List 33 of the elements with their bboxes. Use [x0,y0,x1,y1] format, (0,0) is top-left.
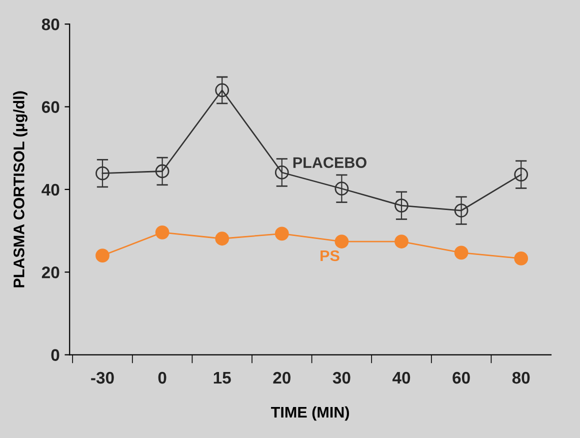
series-label: PS [320,250,340,262]
point [274,226,289,241]
point [215,83,230,98]
y-tick-label: 20 [42,266,60,278]
point [274,166,289,180]
point [215,232,230,246]
x-tick-label: 60 [452,372,470,384]
y-axis-title: PLASMA CORTISOL (μg/dl) [13,91,28,288]
point [334,234,349,248]
x-tick-label: 30 [332,372,350,384]
point [514,168,528,182]
point [155,164,170,178]
point [155,225,170,240]
series-label: PLACEBO [293,157,366,168]
x-tick-label: 0 [158,372,166,384]
x-axis-title: TIME (MIN) [271,406,349,421]
point [96,248,110,263]
point [514,252,528,266]
point [454,246,468,260]
point [334,182,349,196]
y-tick-label: 80 [42,18,60,30]
x-tick-label: -30 [91,372,114,384]
x-tick-label: 40 [392,372,410,384]
point [454,204,468,218]
x-tick-label: 80 [512,372,530,384]
point [394,198,408,212]
y-tick-label: 0 [51,349,60,361]
x-tick-label: 15 [214,372,231,384]
x-tick-label: 20 [273,372,290,384]
point [96,166,110,180]
y-tick-label: 60 [42,101,60,113]
point [394,234,408,248]
y-tick-label: 40 [42,184,60,196]
